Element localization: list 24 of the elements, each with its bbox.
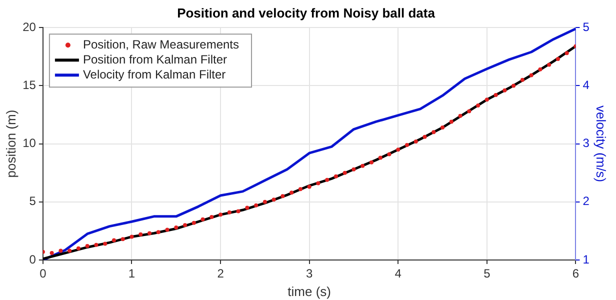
y-tick-label: 20 <box>22 20 36 34</box>
x-tick-label: 5 <box>484 266 491 281</box>
y-tick-label: 5 <box>29 194 36 208</box>
y2-tick-label: 3 <box>582 136 590 150</box>
y2-tick-label: 1 <box>582 252 590 266</box>
chart-title: Position and velocity from Noisy ball data <box>177 5 436 20</box>
y2-tick-label: 5 <box>582 20 590 34</box>
y2-tick-label: 2 <box>582 194 590 208</box>
y-tick-label: 15 <box>22 78 36 92</box>
legend-label: Position from Kalman Filter <box>82 52 227 66</box>
legend-label: Velocity from Kalman Filter <box>82 67 226 82</box>
y-tick-label: 0 <box>29 252 36 266</box>
x-tick-label: 2 <box>217 266 224 281</box>
x-tick-label: 3 <box>306 266 313 281</box>
x-tick-label: 1 <box>128 266 136 281</box>
y-axis-title: position (m) <box>3 110 18 178</box>
y2-axis-title: velocity (m/s) <box>594 106 609 182</box>
legend-label: Position, Raw Measurements <box>82 37 240 52</box>
x-axis-title: time (s) <box>288 284 332 299</box>
x-tick-label: 6 <box>572 266 580 281</box>
y2-tick-label: 4 <box>582 78 590 92</box>
x-tick-label: 0 <box>40 266 47 281</box>
y-tick-label: 10 <box>22 136 36 150</box>
x-tick-label: 4 <box>394 266 402 281</box>
